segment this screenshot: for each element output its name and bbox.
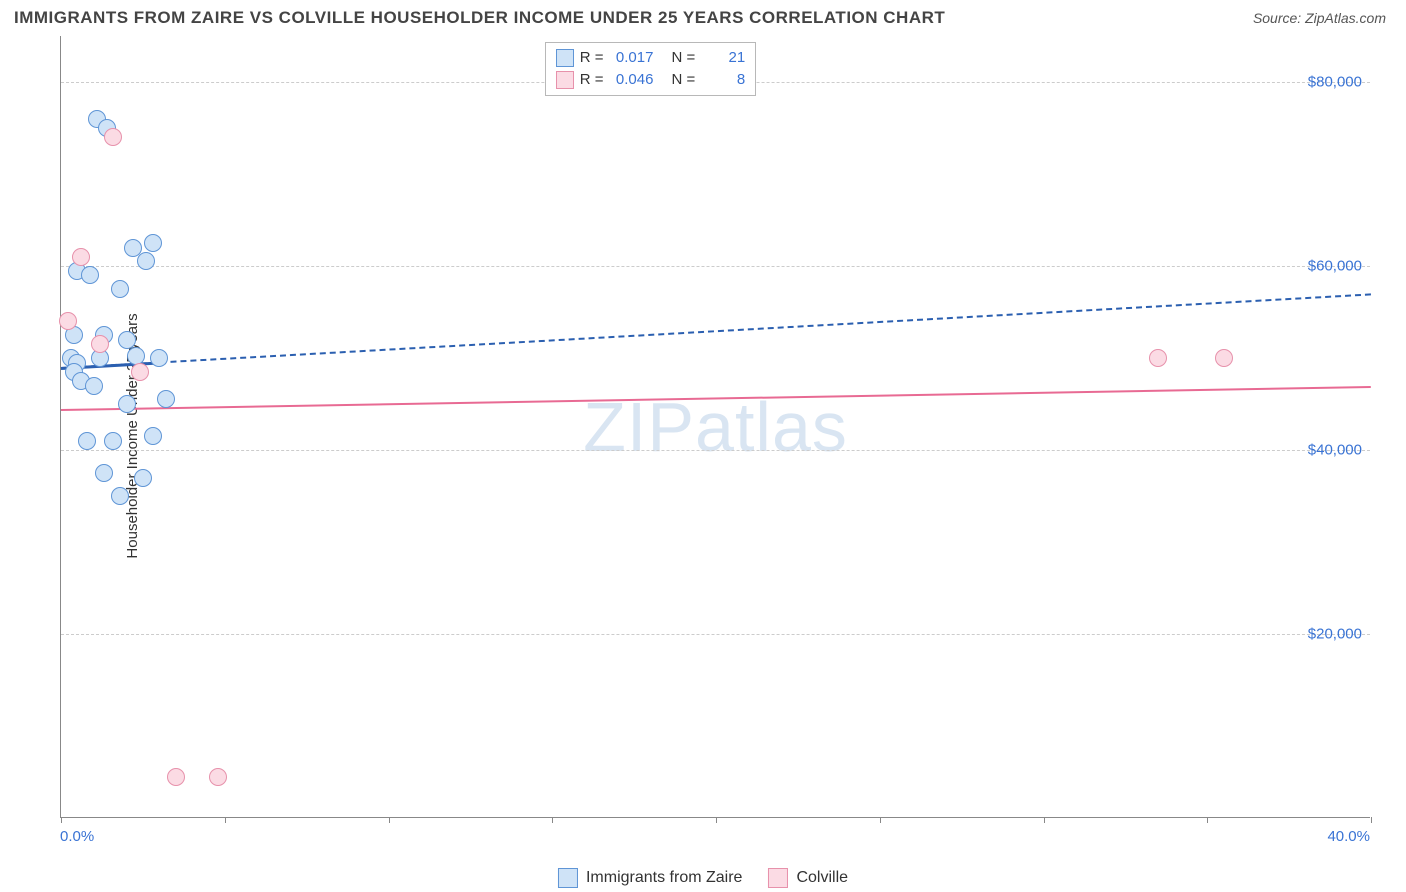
data-point xyxy=(144,234,162,252)
data-point xyxy=(104,128,122,146)
gridline xyxy=(61,450,1370,451)
trend-line xyxy=(61,294,1371,370)
x-tick-mark xyxy=(716,817,717,823)
stats-legend-row: R =0.046 N = 8 xyxy=(556,69,746,91)
data-point xyxy=(137,252,155,270)
stats-legend: R =0.017 N = 21 R =0.046 N = 8 xyxy=(545,42,757,96)
trend-line xyxy=(61,386,1371,411)
legend-item: Colville xyxy=(768,868,848,888)
x-tick-label: 0.0% xyxy=(60,828,94,845)
source-label: Source: ZipAtlas.com xyxy=(1253,10,1386,26)
plot-container: Householder Income Under 25 years ZIPatl… xyxy=(14,36,1392,836)
x-tick-mark xyxy=(61,817,62,823)
data-point xyxy=(59,312,77,330)
x-tick-mark xyxy=(389,817,390,823)
y-tick-label: $80,000 xyxy=(1308,74,1362,91)
r-value: 0.046 xyxy=(609,69,653,91)
data-point xyxy=(72,248,90,266)
gridline xyxy=(61,634,1370,635)
x-tick-mark xyxy=(1371,817,1372,823)
data-point xyxy=(1215,349,1233,367)
n-value: 8 xyxy=(701,69,745,91)
data-point xyxy=(134,469,152,487)
r-label: R = xyxy=(580,47,604,69)
data-point xyxy=(144,427,162,445)
x-tick-mark xyxy=(552,817,553,823)
data-point xyxy=(78,432,96,450)
y-tick-label: $60,000 xyxy=(1308,258,1362,275)
x-tick-mark xyxy=(225,817,226,823)
gridline xyxy=(61,266,1370,267)
legend-label: Colville xyxy=(796,869,848,887)
y-tick-label: $40,000 xyxy=(1308,442,1362,459)
data-point xyxy=(81,266,99,284)
n-label: N = xyxy=(671,47,695,69)
data-point xyxy=(95,464,113,482)
data-point xyxy=(91,335,109,353)
legend-item: Immigrants from Zaire xyxy=(558,868,742,888)
x-tick-mark xyxy=(1207,817,1208,823)
data-point xyxy=(157,390,175,408)
data-point xyxy=(131,363,149,381)
data-point xyxy=(209,768,227,786)
n-label: N = xyxy=(671,69,695,91)
x-tick-mark xyxy=(880,817,881,823)
legend-swatch-icon xyxy=(558,868,578,888)
scatter-plot: ZIPatlas $20,000$40,000$60,000$80,000 xyxy=(60,36,1370,818)
data-point xyxy=(85,377,103,395)
data-point xyxy=(111,280,129,298)
legend-swatch-icon xyxy=(556,49,574,67)
data-point xyxy=(118,331,136,349)
data-point xyxy=(150,349,168,367)
bottom-legend: Immigrants from Zaire Colville xyxy=(558,868,848,888)
data-point xyxy=(167,768,185,786)
data-point xyxy=(104,432,122,450)
x-tick-mark xyxy=(1044,817,1045,823)
data-point xyxy=(111,487,129,505)
r-label: R = xyxy=(580,69,604,91)
data-point xyxy=(1149,349,1167,367)
r-value: 0.017 xyxy=(609,47,653,69)
data-point xyxy=(118,395,136,413)
stats-legend-row: R =0.017 N = 21 xyxy=(556,47,746,69)
legend-swatch-icon xyxy=(768,868,788,888)
n-value: 21 xyxy=(701,47,745,69)
chart-title: IMMIGRANTS FROM ZAIRE VS COLVILLE HOUSEH… xyxy=(14,8,945,28)
legend-label: Immigrants from Zaire xyxy=(586,869,742,887)
legend-swatch-icon xyxy=(556,71,574,89)
y-tick-label: $20,000 xyxy=(1308,626,1362,643)
x-tick-label: 40.0% xyxy=(1327,828,1370,845)
